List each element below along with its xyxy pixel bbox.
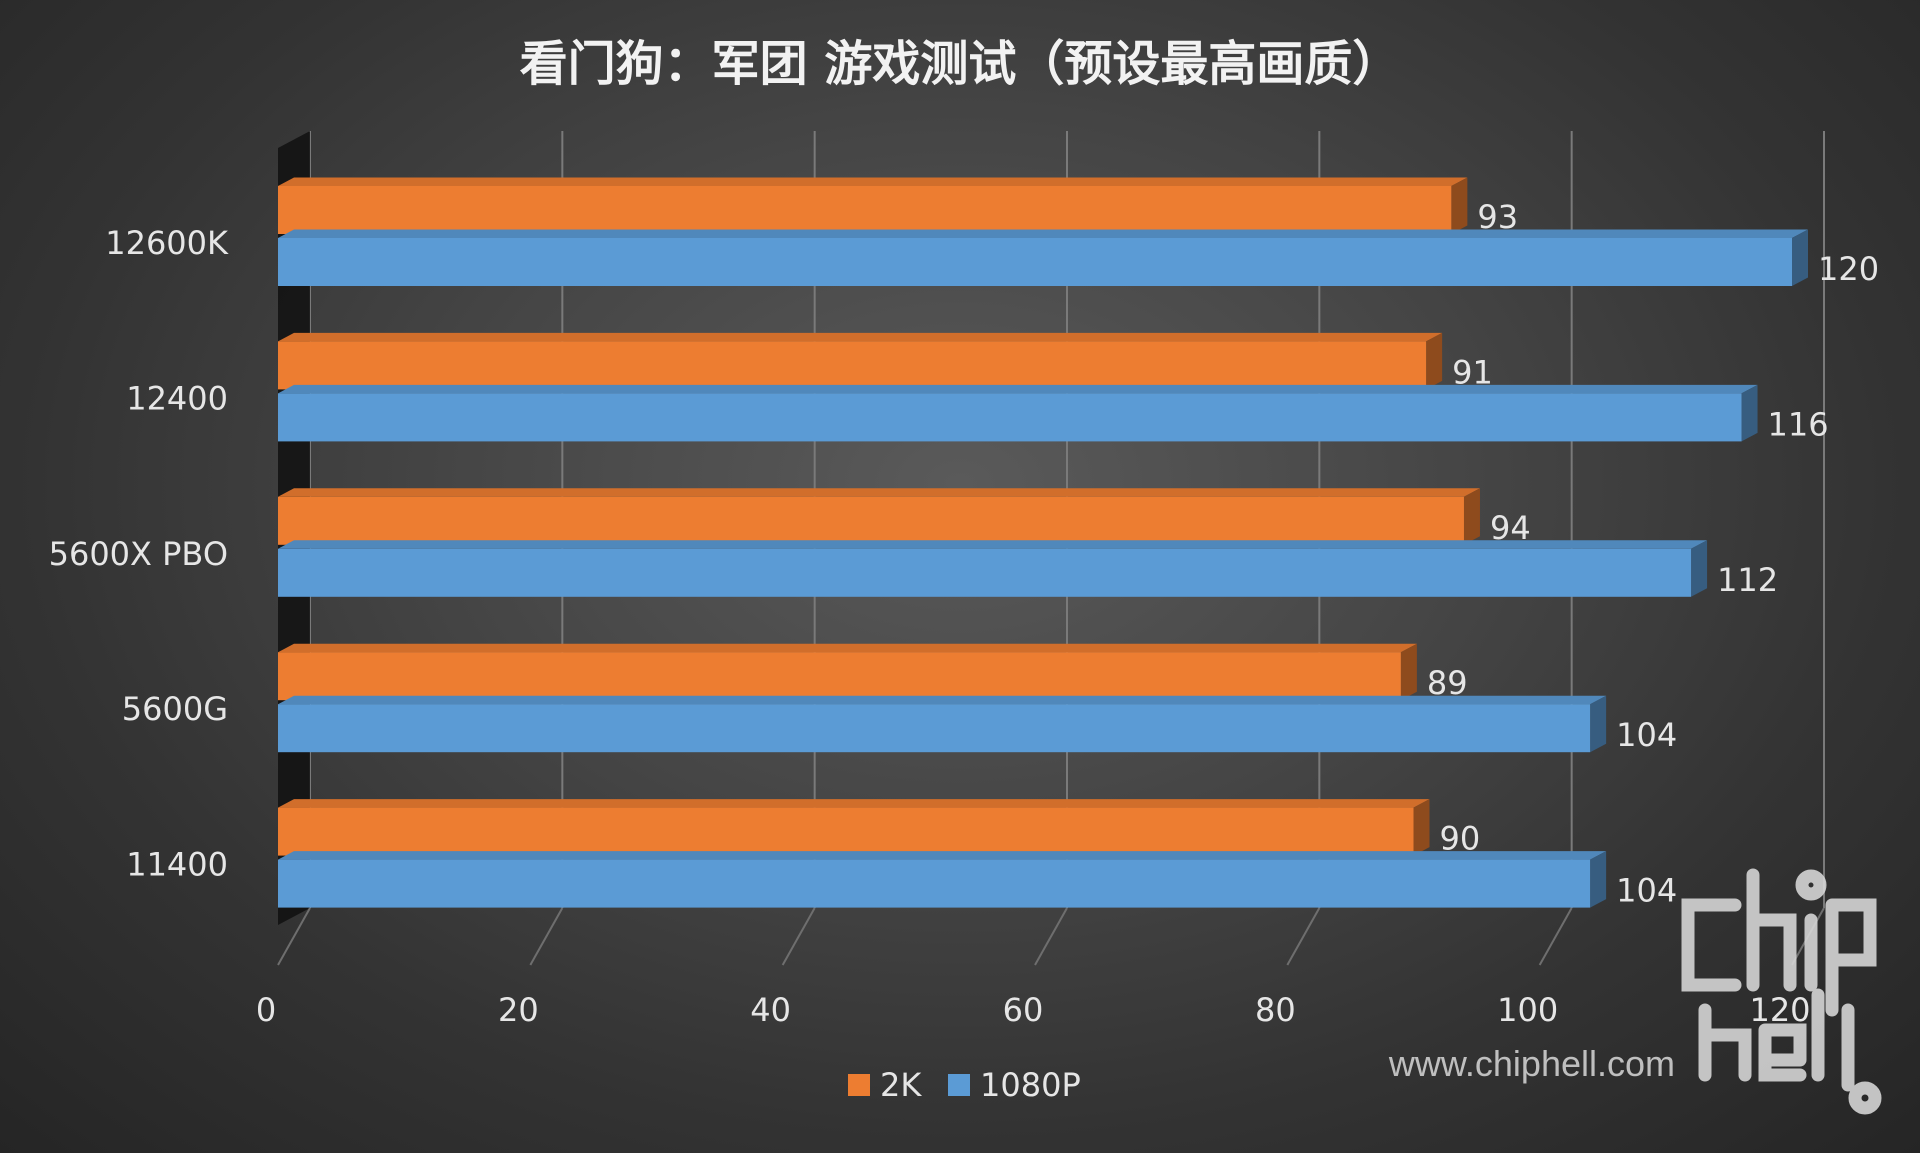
x-tick-label: 120 (1749, 991, 1810, 1029)
labels: 0 20 40 60 80 100 120 12600K 93 120 12400 91 116 5600… (49, 198, 1879, 1029)
bar-front (278, 238, 1792, 286)
floor-line (1538, 907, 1573, 966)
chiphell-logo (1681, 868, 1882, 1115)
category-label: 5600X PBO (49, 535, 228, 573)
data-label: 94 (1490, 509, 1531, 547)
x-tick-label: 100 (1497, 991, 1558, 1029)
x-tick-label: 60 (1003, 991, 1044, 1029)
bar (278, 799, 1430, 856)
chart-title: 看门狗：军团 游戏测试（预设最高画质） (520, 36, 1401, 92)
x-tick-label: 0 (256, 991, 276, 1029)
bar-top (278, 851, 1607, 860)
bar (278, 229, 1808, 286)
bar-front (278, 496, 1464, 545)
bar (278, 643, 1417, 701)
legend-swatch (848, 1074, 870, 1096)
bar-front (278, 859, 1591, 908)
bar-side (1691, 540, 1708, 597)
data-label: 90 (1440, 820, 1481, 858)
bar (278, 540, 1708, 597)
bar (278, 851, 1607, 908)
floor-line (1034, 907, 1068, 966)
legend: 2K 1080P (848, 1066, 1081, 1104)
bar-top (278, 229, 1808, 238)
bar-side (1400, 643, 1417, 701)
data-label: 104 (1616, 872, 1677, 910)
bar (278, 695, 1607, 753)
bar (278, 384, 1758, 442)
data-label: 89 (1427, 664, 1468, 702)
bar-side (1451, 177, 1468, 234)
data-label: 120 (1818, 250, 1879, 288)
floor-line (1286, 907, 1321, 966)
bar-top (278, 384, 1758, 394)
bar-top (278, 643, 1417, 653)
x-tick-label: 40 (750, 991, 791, 1029)
category-label: 5600G (122, 690, 228, 728)
floor-line (529, 907, 564, 966)
bar-front (278, 393, 1742, 442)
watermark: www.chiphell.com (1388, 868, 1882, 1115)
bar-side (1792, 229, 1808, 286)
bar (278, 488, 1480, 545)
legend-item: 2K (848, 1066, 922, 1104)
data-label: 91 (1452, 353, 1493, 391)
x-tick-label: 20 (498, 991, 539, 1029)
floor-line (781, 907, 816, 966)
bar-top (278, 177, 1468, 186)
legend-item: 1080P (948, 1066, 1081, 1104)
bar-top (278, 540, 1708, 549)
bars (278, 177, 1808, 908)
bar-front (278, 548, 1692, 597)
floor-line (277, 907, 311, 966)
category-label: 11400 (126, 846, 228, 884)
bar-side (1463, 488, 1480, 545)
bar-front (278, 652, 1401, 701)
category-label: 12400 (126, 379, 228, 417)
bar-front (278, 341, 1427, 390)
bar-front (278, 704, 1591, 753)
category-label: 12600K (105, 224, 229, 262)
bar-top (278, 695, 1607, 705)
legend-label: 2K (880, 1066, 922, 1104)
legend-swatch (948, 1074, 970, 1096)
bar-side (1590, 695, 1607, 753)
bar-front (278, 186, 1452, 234)
legend-label: 1080P (980, 1066, 1081, 1104)
data-label: 93 (1477, 198, 1518, 236)
bar-front (278, 807, 1414, 856)
bar-side (1590, 851, 1607, 908)
data-label: 112 (1717, 561, 1778, 599)
bar (278, 332, 1443, 390)
bar-top (278, 799, 1430, 808)
x-tick-label: 80 (1255, 991, 1296, 1029)
watermark-url: www.chiphell.com (1388, 1043, 1675, 1084)
bar (278, 177, 1468, 234)
bar-side (1426, 332, 1443, 390)
bar-side (1741, 384, 1758, 442)
bar-top (278, 488, 1480, 497)
data-label: 104 (1616, 716, 1677, 754)
data-label: 116 (1768, 405, 1829, 443)
bar-side (1413, 799, 1430, 856)
bar-top (278, 332, 1443, 342)
